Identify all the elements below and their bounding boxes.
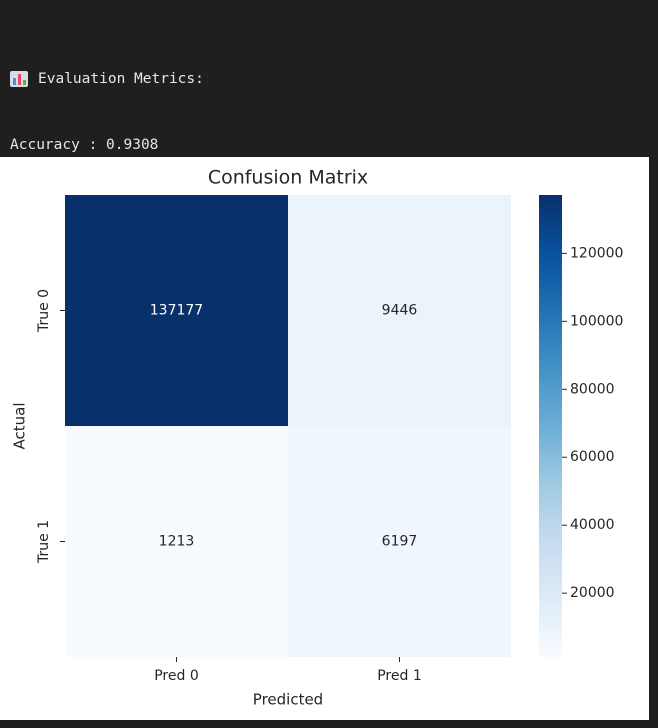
cell-label: 1213: [159, 534, 195, 550]
y-tick-label: True 0: [36, 289, 52, 333]
y-axis-label: Actual: [11, 403, 29, 450]
y-tick-label: True 1: [36, 520, 52, 564]
colorbar-tick-label: 100000: [570, 313, 623, 329]
heading-row: Evaluation Metrics:: [10, 68, 204, 90]
heatmap-cell: [288, 426, 511, 657]
cell-label: 9446: [382, 303, 418, 319]
metric-line: Accuracy : 0.9308: [10, 137, 159, 153]
x-axis-label: Predicted: [253, 691, 323, 709]
colorbar-tick-label: 60000: [570, 449, 615, 465]
colorbar-tick-label: 40000: [570, 517, 615, 533]
heatmap-cell: [65, 426, 288, 657]
colorbar-tick-label: 120000: [570, 245, 623, 261]
x-tick-label: Pred 1: [377, 668, 422, 684]
colorbar: [539, 195, 562, 657]
colorbar-tick-label: 20000: [570, 585, 615, 601]
chart: Confusion Matrix Predicted Actual 137177…: [0, 157, 649, 720]
heading: Evaluation Metrics:: [38, 71, 204, 87]
cell-label: 137177: [150, 303, 203, 319]
heatmap-cell: [65, 195, 288, 426]
chart-title: Confusion Matrix: [208, 167, 368, 189]
cell-label: 6197: [382, 534, 418, 550]
chart-icon: [10, 71, 28, 87]
x-tick-label: Pred 0: [154, 668, 199, 684]
colorbar-tick-label: 80000: [570, 381, 615, 397]
heatmap-cell: [288, 195, 511, 426]
